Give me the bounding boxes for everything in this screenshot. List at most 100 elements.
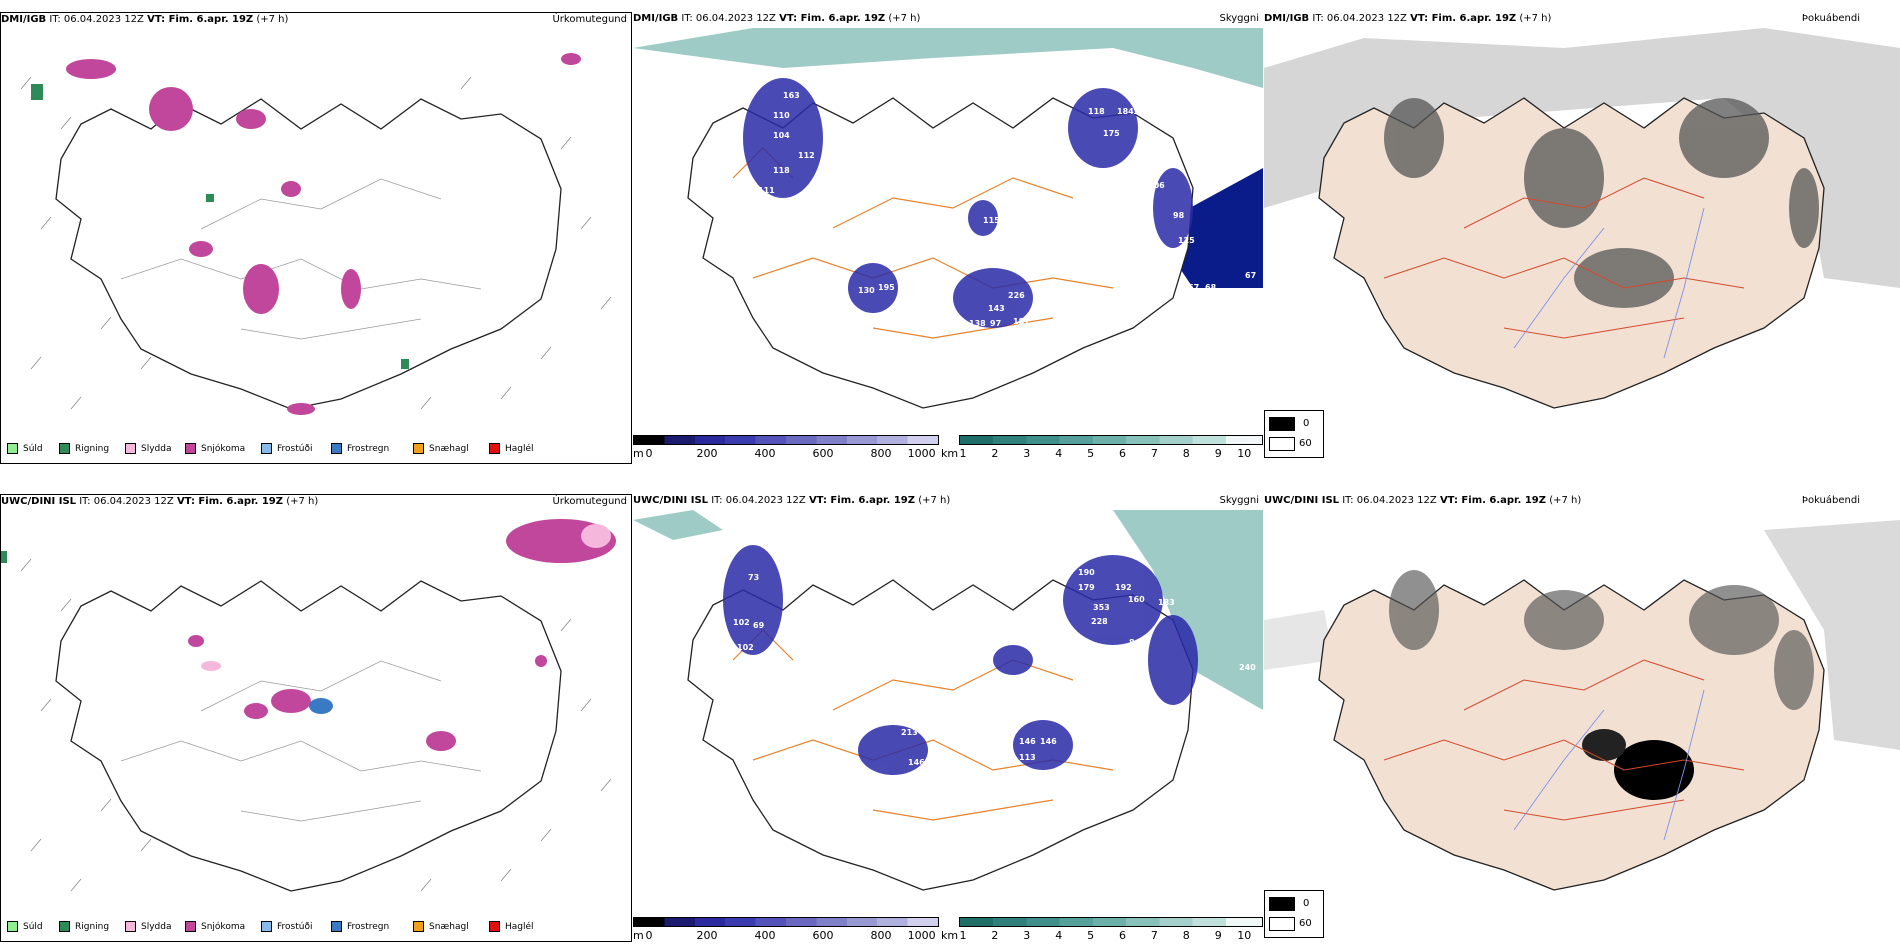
iceland-outline — [687, 579, 1194, 891]
cloud-value: 102 — [733, 618, 750, 627]
legend-item-frostregn: Frostregn — [331, 921, 389, 933]
valid-time: VT: Fim. 6.apr. 19Z — [808, 495, 916, 506]
tick-label: 2 — [991, 929, 999, 942]
lead-time: (+7 h) — [918, 495, 951, 506]
cloud-value: 213 — [901, 728, 918, 737]
iceland-outline — [55, 98, 562, 410]
iceland-outline — [687, 97, 1194, 409]
legend-item-sudd: Súld — [7, 921, 43, 933]
model-name: DMI/IGB — [633, 13, 679, 24]
model-name: UWC/DINI ISL — [1264, 495, 1340, 506]
tick-label: 1000 — [907, 447, 936, 460]
precip-map — [20, 53, 612, 415]
tick-label: 9 — [1214, 447, 1222, 460]
iceland-outline — [1318, 97, 1825, 409]
tick-label: 800 — [870, 929, 892, 942]
precip-type-panel-row2: UWC/DINI ISL IT: 06.04.2023 12Z VT: Fim.… — [0, 494, 632, 942]
cloud-value: 79 — [911, 868, 923, 877]
cloud-value: 300 — [1005, 613, 1022, 622]
roads — [732, 147, 1114, 339]
fog-legend-black — [1269, 417, 1295, 431]
cloud-value: 110 — [773, 111, 790, 120]
cloud-value: 115 — [983, 216, 1000, 225]
wind-barbs — [20, 76, 612, 410]
cloud-value: 353 — [1093, 603, 1110, 612]
legend-item-snaehagl: Snæhagl — [413, 921, 469, 933]
cloud-value: 98 — [978, 347, 990, 356]
cloud-value: 187 — [1013, 317, 1030, 326]
init-time: IT: 06.04.2023 12Z — [1342, 495, 1437, 506]
fog-legend-white — [1269, 437, 1295, 451]
cloud-value: 118 — [933, 833, 950, 842]
valid-time: VT: Fim. 6.apr. 19Z — [1439, 495, 1547, 506]
cloud-value: 68 — [1205, 283, 1217, 292]
tick-label: 400 — [754, 929, 776, 942]
tick-label: 200 — [696, 447, 718, 460]
wind-barbs — [20, 558, 612, 892]
cloud-value: 102 — [737, 643, 754, 652]
cloud-value: 121 — [1133, 107, 1150, 116]
roads — [732, 629, 1114, 821]
rivers — [1513, 207, 1705, 359]
cloud-value: 146 — [908, 758, 925, 767]
tick-label: 10 — [1237, 929, 1252, 942]
field-title: Úrkomutegund — [552, 14, 627, 25]
cloud-value: 98 — [1173, 211, 1185, 220]
fog-legend-max: 60 — [1299, 918, 1312, 929]
tick-label: 0 — [645, 929, 653, 942]
model-name: DMI/IGB — [1264, 13, 1310, 24]
init-time: IT: 06.04.2023 12Z — [711, 495, 806, 506]
cloud-value: 105 — [868, 603, 885, 612]
cloud-value: 163 — [783, 91, 800, 100]
cloud-value: 268 — [829, 675, 846, 684]
cloud-value: 187 — [935, 873, 952, 882]
cloud-value: 104 — [773, 131, 790, 140]
roads — [120, 178, 482, 340]
cloud-value: 113 — [1019, 753, 1036, 762]
visibility-colorbar — [959, 917, 1263, 927]
legend-swatch — [7, 921, 18, 932]
snow-patches — [66, 53, 581, 415]
fog-legend: 0 60 — [1264, 890, 1324, 938]
cloud-value: 278 — [888, 313, 905, 322]
panel-header: DMI/IGB IT: 06.04.2023 12Z VT: Fim. 6.ap… — [633, 12, 1263, 28]
tick-label: 600 — [812, 447, 834, 460]
cloud-value: 130 — [858, 286, 875, 295]
tick-label: 6 — [1119, 929, 1126, 942]
cloud-value: 118 — [1088, 107, 1105, 116]
model-name: UWC/DINI ISL — [1, 496, 77, 507]
lead-time: (+7 h) — [286, 496, 319, 507]
rain-patches — [31, 84, 409, 369]
precip-map — [1, 519, 616, 892]
tick-label: 8 — [1182, 929, 1190, 942]
legend-swatch — [185, 443, 196, 454]
tick-label: 400 — [754, 447, 776, 460]
legend-swatch — [413, 443, 424, 454]
cloud-value: 240 — [1239, 663, 1256, 672]
cloud-labels: 73 102 69 105 190 179 192 160 183 353 22… — [733, 568, 1256, 882]
precip-patches — [1, 519, 616, 751]
fog-legend-min: 0 — [1303, 418, 1310, 429]
tick-label: 3 — [1023, 929, 1031, 942]
cloud-value: 140 — [941, 718, 958, 727]
field-title: Skyggni — [1219, 495, 1259, 506]
legend-item-frostudi: Frostúði — [261, 443, 312, 455]
tick-label: 0 — [645, 447, 653, 460]
tick-label: 7 — [1150, 929, 1158, 942]
cloudbase-ticks: 0 200 400 600 800 1000 — [645, 929, 939, 943]
legend-swatch — [331, 921, 342, 932]
legend-swatch — [261, 921, 272, 932]
cloud-value: 192 — [1115, 583, 1132, 592]
cloud-labels: 110 163 104 112 118 111 159 115 118 175 … — [758, 91, 1256, 370]
legend-item-rigning: Rigning — [59, 921, 109, 933]
legend-item-rigning: Rigning — [59, 443, 109, 455]
legend-item-slydda: Slydda — [125, 921, 171, 933]
legend-swatch — [185, 921, 196, 932]
fog-legend-white — [1269, 917, 1295, 931]
legend-item-snjokoma: Snjókoma — [185, 921, 245, 933]
cloud-value: 115 — [938, 361, 955, 370]
fog-shading — [1389, 570, 1814, 710]
legend-item-frostregn: Frostregn — [331, 443, 389, 455]
panel-header: DMI/IGB IT: 06.04.2023 12Z VT: Fim. 6.ap… — [1264, 12, 1900, 28]
visibility-ticks: 1 2 3 4 5 6 7 8 9 10 — [960, 929, 1253, 943]
